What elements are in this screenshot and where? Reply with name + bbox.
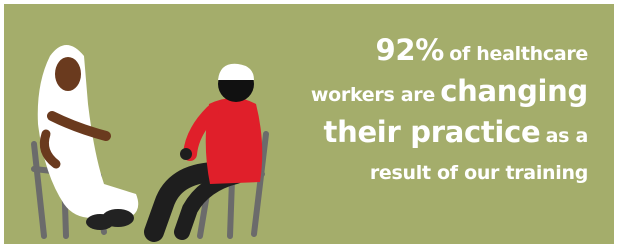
headline-emphasis: changing <box>440 74 588 108</box>
statistic: 92% <box>375 33 444 67</box>
headline-line: 92% of healthcare <box>311 32 588 73</box>
headline-text: workers are <box>311 84 435 106</box>
headline-text: result of our training <box>370 162 588 184</box>
headline-line: workers are changing <box>311 73 588 114</box>
headline-line: their practice as a <box>311 114 588 155</box>
headline-line: result of our training <box>311 155 588 192</box>
person-right <box>154 64 262 232</box>
infographic-banner: 92% of healthcare workers are changing t… <box>4 4 614 244</box>
headline-text: as a <box>546 125 588 147</box>
headline-emphasis: their practice <box>324 115 541 149</box>
person-left <box>38 45 139 230</box>
headline-text: of healthcare <box>449 43 588 65</box>
headline: 92% of healthcare workers are changing t… <box>311 32 588 192</box>
